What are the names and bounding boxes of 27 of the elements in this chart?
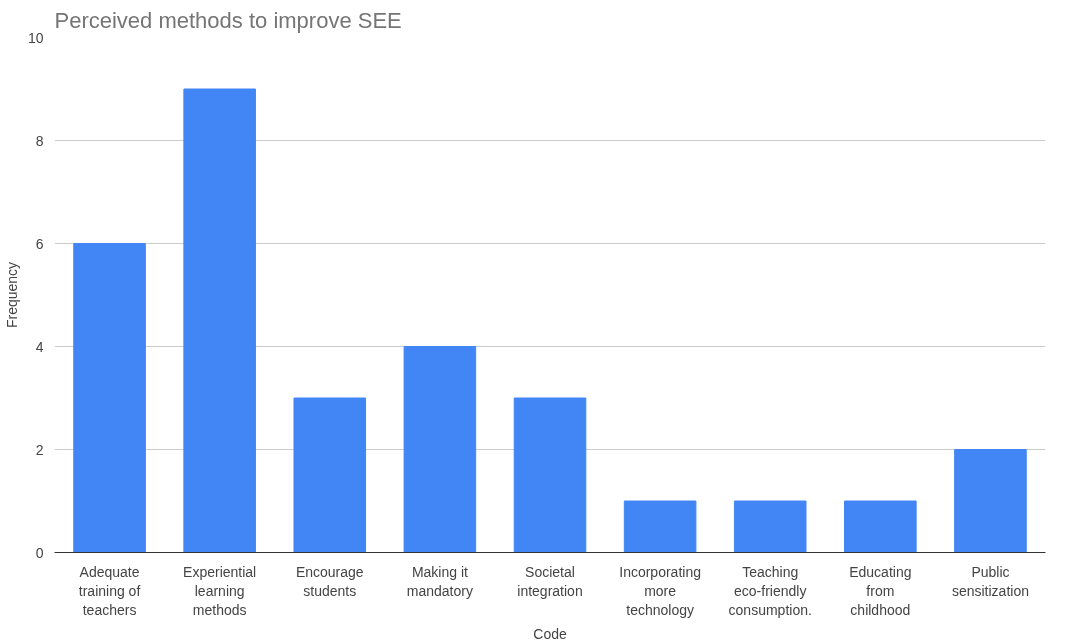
y-tick-label: 0 bbox=[35, 544, 44, 561]
y-tick-label: 10 bbox=[27, 29, 44, 46]
x-tick-label: Teaching eco-friendly consumption. bbox=[728, 563, 812, 618]
x-tick-label: Adequate training of teachers bbox=[78, 563, 141, 618]
x-tick-label: Making it mandatory bbox=[406, 563, 473, 599]
bar bbox=[733, 500, 807, 553]
chart-title: Perceived methods to improve SEE bbox=[54, 7, 402, 33]
x-axis-title: Code bbox=[533, 625, 567, 642]
x-tick-label: Educating from childhood bbox=[849, 563, 912, 618]
x-tick-label: Experiential learning methods bbox=[183, 563, 257, 618]
bar bbox=[513, 397, 587, 553]
x-tick-label: Societal integration bbox=[517, 563, 583, 599]
x-tick-label: Incorporating more technology bbox=[619, 563, 701, 618]
bar bbox=[954, 449, 1027, 553]
bar bbox=[293, 397, 367, 553]
y-tick-label: 8 bbox=[35, 132, 44, 149]
bar bbox=[183, 88, 256, 553]
x-tick-label: Encourage students bbox=[295, 563, 364, 599]
y-tick-label: 2 bbox=[35, 441, 44, 458]
y-axis-title: Frequency bbox=[3, 261, 20, 329]
x-tick-label: Public sensitization bbox=[951, 563, 1029, 599]
bar bbox=[73, 243, 146, 553]
y-tick-label: 4 bbox=[35, 338, 44, 355]
bar bbox=[403, 346, 477, 553]
y-tick-label: 6 bbox=[35, 235, 44, 252]
bar bbox=[623, 500, 697, 553]
bar bbox=[844, 500, 917, 553]
